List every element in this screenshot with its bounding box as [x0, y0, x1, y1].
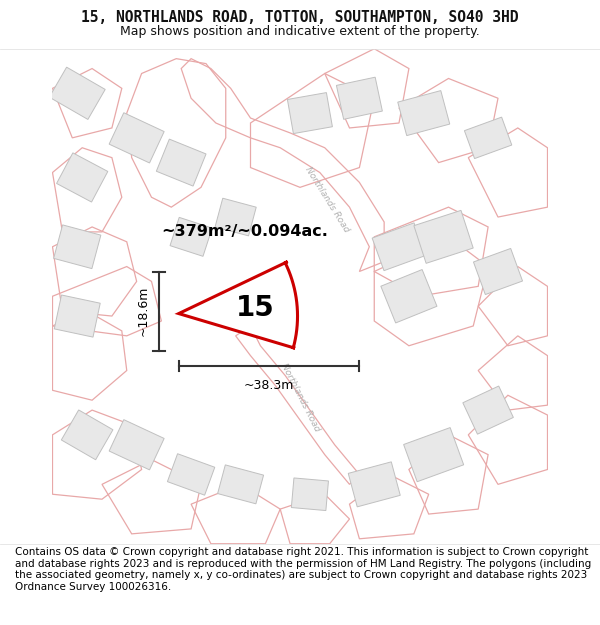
Polygon shape: [218, 465, 263, 504]
Polygon shape: [109, 419, 164, 470]
Polygon shape: [414, 211, 473, 263]
Polygon shape: [53, 225, 101, 269]
Polygon shape: [157, 139, 206, 186]
Text: ~379m²/~0.094ac.: ~379m²/~0.094ac.: [161, 224, 328, 239]
Text: Northlands Road: Northlands Road: [304, 166, 351, 234]
Polygon shape: [215, 198, 256, 236]
Text: 15: 15: [236, 294, 275, 322]
Polygon shape: [56, 153, 108, 202]
Text: ~18.6m: ~18.6m: [137, 286, 150, 336]
Polygon shape: [398, 91, 450, 136]
Polygon shape: [372, 223, 426, 271]
Polygon shape: [179, 262, 298, 348]
Polygon shape: [348, 462, 400, 507]
Polygon shape: [381, 269, 437, 323]
Polygon shape: [109, 112, 164, 163]
Polygon shape: [170, 217, 212, 256]
Text: Northlands Road: Northlands Road: [279, 362, 321, 433]
Text: ~38.3m: ~38.3m: [244, 379, 294, 392]
Text: Contains OS data © Crown copyright and database right 2021. This information is : Contains OS data © Crown copyright and d…: [15, 547, 591, 592]
Text: Map shows position and indicative extent of the property.: Map shows position and indicative extent…: [120, 25, 480, 38]
Polygon shape: [337, 77, 382, 119]
Polygon shape: [167, 454, 215, 495]
Polygon shape: [49, 67, 105, 119]
Polygon shape: [463, 386, 514, 434]
Polygon shape: [473, 249, 523, 294]
Polygon shape: [61, 410, 113, 460]
Polygon shape: [292, 478, 328, 511]
Polygon shape: [287, 92, 332, 134]
Text: 15, NORTHLANDS ROAD, TOTTON, SOUTHAMPTON, SO40 3HD: 15, NORTHLANDS ROAD, TOTTON, SOUTHAMPTON…: [81, 10, 519, 25]
Polygon shape: [464, 117, 512, 159]
Polygon shape: [404, 428, 464, 482]
Polygon shape: [54, 295, 100, 337]
